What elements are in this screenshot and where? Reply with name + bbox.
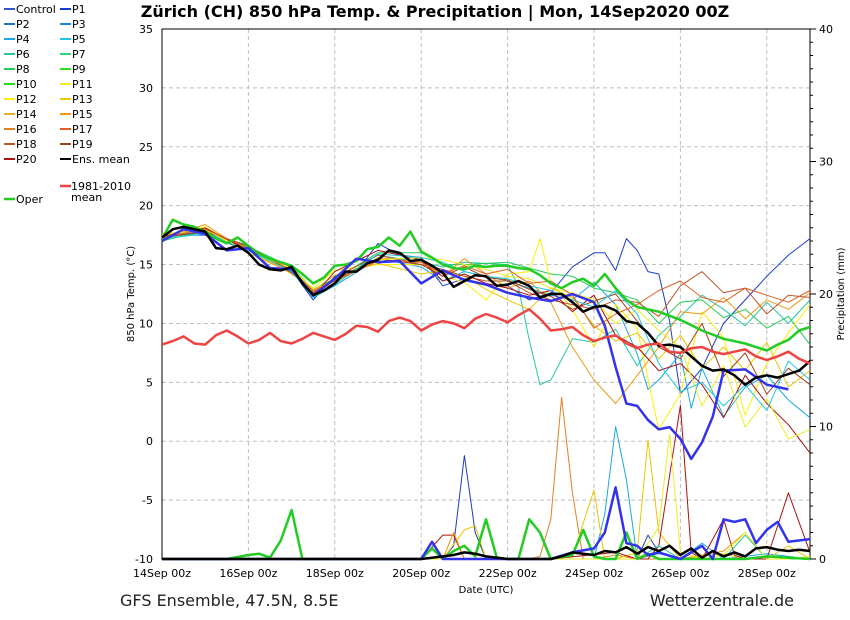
temp-series-line bbox=[162, 308, 810, 365]
y-tick-label: 20 bbox=[139, 200, 153, 213]
legend-label: P11 bbox=[72, 78, 93, 91]
precip-series-line bbox=[162, 486, 810, 561]
legend-label: P15 bbox=[72, 108, 93, 121]
x-axis: 14Sep 00z 16Sep 00z 18Sep 00z 20Sep 00z 22Se… bbox=[133, 567, 796, 580]
y2-axis-label: Precipitation (mm) bbox=[836, 247, 847, 340]
y-tick-label: 5 bbox=[146, 376, 153, 389]
x-tick-label: 16Sep 00z bbox=[219, 567, 277, 580]
temp-series-line bbox=[162, 228, 810, 329]
chart-title: Zürich (CH) 850 hPa Temp. & Precipitatio… bbox=[141, 2, 729, 22]
legend-label: P8 bbox=[16, 63, 30, 76]
y-axis-label: 850 hPa Temp. (°C) bbox=[126, 246, 137, 342]
y2-tick-label: 0 bbox=[819, 553, 826, 566]
temp-series-line bbox=[162, 228, 810, 440]
y-tick-label: 0 bbox=[146, 435, 153, 448]
y-tick-label: -10 bbox=[135, 553, 153, 566]
legend-label: P17 bbox=[72, 123, 93, 136]
precip-series-line bbox=[162, 544, 810, 561]
y2-tick-label: 10 bbox=[819, 421, 833, 434]
temp-series-line bbox=[162, 233, 810, 412]
legend-label: P7 bbox=[72, 48, 86, 61]
legend-label: P20 bbox=[16, 153, 37, 166]
legend-label: P12 bbox=[16, 93, 37, 106]
y-tick-label: 35 bbox=[139, 23, 153, 36]
legend-label: 1981-2010 bbox=[71, 180, 131, 193]
x-tick-label: 22Sep 00z bbox=[479, 567, 537, 580]
legend-label: P13 bbox=[72, 93, 93, 106]
temp-series-line bbox=[162, 229, 810, 345]
temp-series-line bbox=[162, 225, 810, 386]
y-axis-right: 0 10 20 30 40 bbox=[810, 23, 833, 566]
y2-tick-label: 40 bbox=[819, 23, 833, 36]
plot-frame bbox=[161, 28, 811, 560]
x-axis-label: Date (UTC) bbox=[459, 585, 514, 596]
legend-label: P4 bbox=[16, 33, 30, 46]
legend-label: Ens. mean bbox=[72, 153, 130, 166]
x-tick-label: 24Sep 00z bbox=[565, 567, 623, 580]
footer-model-info: GFS Ensemble, 47.5N, 8.5E bbox=[120, 591, 339, 610]
legend-label: P16 bbox=[16, 123, 37, 136]
precip-series-line bbox=[162, 433, 810, 560]
x-tick-label: 18Sep 00z bbox=[306, 567, 364, 580]
legend-label: mean bbox=[71, 191, 102, 204]
y-tick-label: 25 bbox=[139, 141, 153, 154]
y-tick-label: 15 bbox=[139, 259, 153, 272]
temp-series-line bbox=[162, 227, 789, 461]
y-axis-left: -10 -5 0 5 10 15 20 25 30 35 bbox=[135, 23, 153, 566]
x-tick-label: 20Sep 00z bbox=[392, 567, 450, 580]
temp-series-line bbox=[162, 226, 810, 430]
legend-label: P3 bbox=[72, 18, 86, 31]
grid bbox=[162, 29, 810, 559]
y2-tick-label: 20 bbox=[819, 288, 833, 301]
x-tick-label: 28Sep 00z bbox=[738, 567, 796, 580]
temp-series-line bbox=[162, 218, 810, 352]
series-layer bbox=[162, 218, 810, 561]
y2-tick-label: 30 bbox=[819, 156, 833, 169]
y-tick-label: 10 bbox=[139, 317, 153, 330]
legend-label: P9 bbox=[72, 63, 86, 76]
legend-label: P2 bbox=[16, 18, 30, 31]
x-tick-label: 14Sep 00z bbox=[133, 567, 191, 580]
temp-series-line bbox=[162, 231, 810, 395]
temp-series-line bbox=[162, 228, 810, 317]
legend-label: P5 bbox=[72, 33, 86, 46]
precip-series-line bbox=[162, 404, 810, 560]
precip-series-line bbox=[162, 439, 810, 560]
legend-label: P19 bbox=[72, 138, 93, 151]
legend-label: P18 bbox=[16, 138, 37, 151]
legend-label: P6 bbox=[16, 48, 30, 61]
footer-site-name: Wetterzentrale.de bbox=[650, 591, 794, 610]
y-tick-label: -5 bbox=[142, 494, 153, 507]
legend-label: P10 bbox=[16, 78, 37, 91]
legend-label: Oper bbox=[16, 193, 43, 206]
legend-label: P14 bbox=[16, 108, 37, 121]
y-tick-label: 30 bbox=[139, 82, 153, 95]
x-tick-label: 26Sep 00z bbox=[651, 567, 709, 580]
legend-label: Control bbox=[16, 3, 56, 16]
legend: Control P1 P2 P3 P4 P5 P6 P7 P8 P9 P10 P11 P12 P13 P14… bbox=[4, 3, 131, 206]
legend-label: P1 bbox=[72, 3, 86, 16]
